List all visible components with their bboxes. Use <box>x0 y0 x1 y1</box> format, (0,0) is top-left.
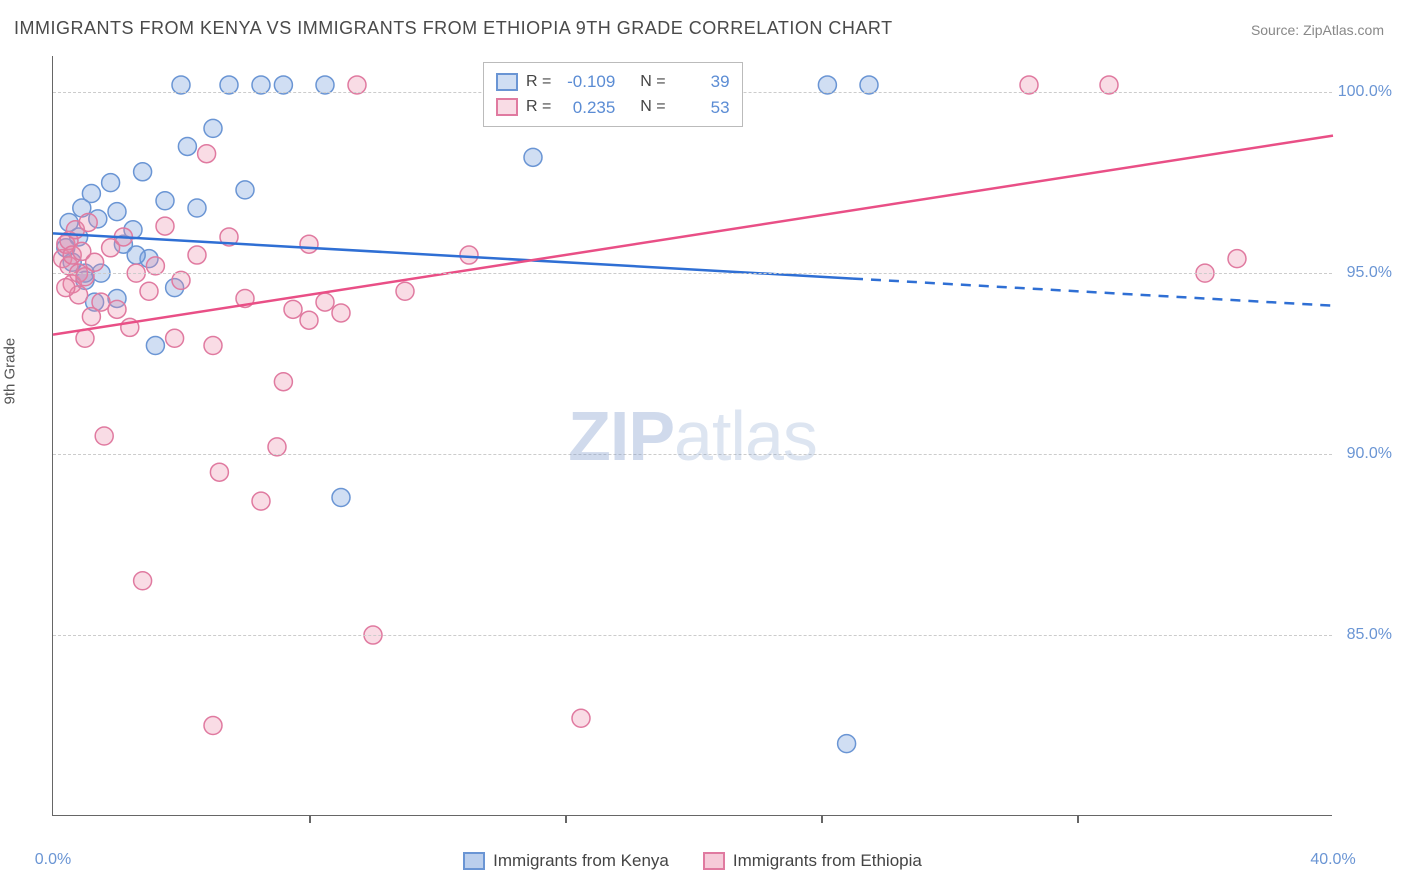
scatter-point <box>252 492 270 510</box>
grid-line <box>53 454 1332 455</box>
x-tick <box>821 815 823 823</box>
stats-legend: R = -0.109 N = 39 R = 0.235 N = 53 <box>483 62 743 127</box>
scatter-point <box>396 282 414 300</box>
scatter-point <box>134 163 152 181</box>
chart-title: IMMIGRANTS FROM KENYA VS IMMIGRANTS FROM… <box>14 18 893 39</box>
series-legend: Immigrants from Kenya Immigrants from Et… <box>53 851 1332 871</box>
scatter-point <box>156 217 174 235</box>
scatter-point <box>134 572 152 590</box>
scatter-point <box>1228 250 1246 268</box>
y-tick-label: 85.0% <box>1347 626 1392 644</box>
scatter-point <box>204 337 222 355</box>
y-tick-label: 90.0% <box>1347 445 1392 463</box>
x-tick-label: 0.0% <box>35 851 71 869</box>
scatter-point <box>57 279 75 297</box>
scatter-point <box>102 174 120 192</box>
scatter-point <box>274 373 292 391</box>
scatter-point <box>204 717 222 735</box>
scatter-point <box>332 489 350 507</box>
scatter-point <box>188 199 206 217</box>
x-tick <box>309 815 311 823</box>
scatter-point <box>108 203 126 221</box>
legend-swatch-icon <box>496 98 518 116</box>
scatter-point <box>524 148 542 166</box>
stats-legend-row: R = -0.109 N = 39 <box>496 69 730 95</box>
source-label: Source: <box>1251 22 1299 38</box>
scatter-point <box>198 145 216 163</box>
scatter-point <box>210 463 228 481</box>
stat-r-label: R = <box>526 70 551 94</box>
series-legend-label: Immigrants from Kenya <box>493 851 669 871</box>
scatter-point <box>300 235 318 253</box>
legend-swatch-icon <box>463 852 485 870</box>
scatter-point <box>460 246 478 264</box>
source-name: ZipAtlas.com <box>1303 22 1384 38</box>
scatter-point <box>166 329 184 347</box>
scatter-point <box>332 304 350 322</box>
legend-swatch-icon <box>496 73 518 91</box>
stat-n-value: 53 <box>674 95 730 121</box>
series-legend-item: Immigrants from Ethiopia <box>703 851 922 871</box>
scatter-point <box>127 246 145 264</box>
scatter-point <box>79 213 97 231</box>
chart-svg <box>53 56 1332 815</box>
scatter-point <box>82 185 100 203</box>
scatter-point <box>95 427 113 445</box>
y-axis-label: 9th Grade <box>2 338 19 405</box>
scatter-point <box>236 181 254 199</box>
grid-line <box>53 635 1332 636</box>
stat-n-label: N = <box>640 70 665 94</box>
stats-legend-row: R = 0.235 N = 53 <box>496 95 730 121</box>
grid-line <box>53 273 1332 274</box>
scatter-point <box>572 709 590 727</box>
series-legend-item: Immigrants from Kenya <box>463 851 669 871</box>
x-tick-label: 40.0% <box>1310 851 1355 869</box>
legend-swatch-icon <box>703 852 725 870</box>
source-attribution: Source: ZipAtlas.com <box>1251 22 1384 38</box>
scatter-point <box>204 119 222 137</box>
stat-n-label: N = <box>640 95 665 119</box>
scatter-point <box>188 246 206 264</box>
stat-r-value: 0.235 <box>559 95 615 121</box>
scatter-point <box>316 293 334 311</box>
scatter-point <box>86 253 104 271</box>
x-tick <box>565 815 567 823</box>
stat-r-label: R = <box>526 95 551 119</box>
scatter-point <box>146 337 164 355</box>
plot-area: ZIPatlas R = -0.109 N = 39 R = 0.235 N =… <box>52 56 1332 816</box>
scatter-point <box>300 311 318 329</box>
regression-line-extrapolated <box>853 279 1333 306</box>
scatter-point <box>76 329 94 347</box>
scatter-point <box>156 192 174 210</box>
scatter-point <box>178 137 196 155</box>
y-tick-label: 100.0% <box>1338 83 1392 101</box>
regression-line <box>53 136 1333 335</box>
scatter-point <box>284 300 302 318</box>
stat-r-value: -0.109 <box>559 69 615 95</box>
x-tick <box>1077 815 1079 823</box>
y-tick-label: 95.0% <box>1347 264 1392 282</box>
scatter-point <box>140 282 158 300</box>
series-legend-label: Immigrants from Ethiopia <box>733 851 922 871</box>
scatter-point <box>838 735 856 753</box>
scatter-point <box>108 300 126 318</box>
stat-n-value: 39 <box>674 69 730 95</box>
